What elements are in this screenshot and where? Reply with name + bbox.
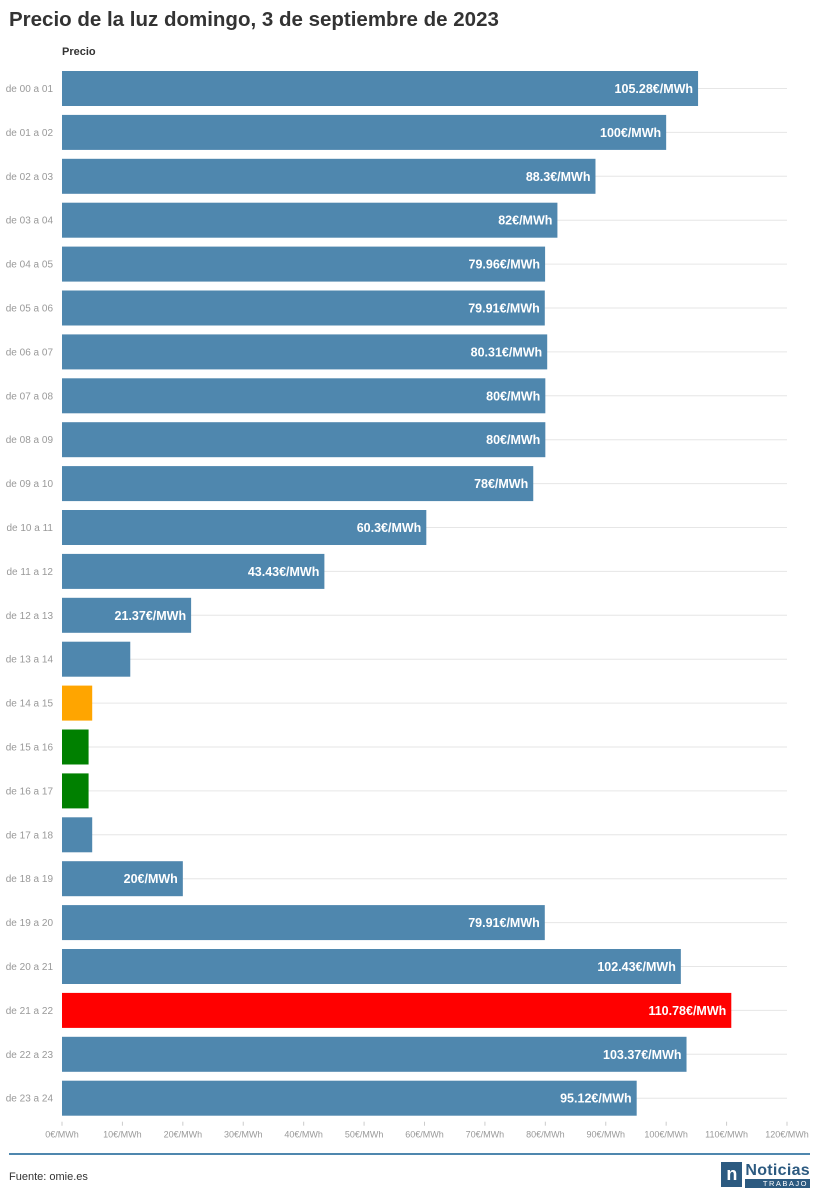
value-label: 80€/MWh	[486, 389, 540, 403]
series-label: Precio	[62, 46, 96, 58]
category-label: de 10 a 11	[6, 523, 53, 534]
x-tick-label: 0€/MWh	[45, 1130, 79, 1140]
value-label: 88.3€/MWh	[526, 170, 591, 184]
logo-mark-icon: n	[721, 1162, 743, 1187]
category-label: de 14 a 15	[6, 699, 54, 710]
price-bar-chart: 0€/MWh 10€/MWh 20€/MWh 30€/MWh 40€/MWh 50€/MW…	[6, 71, 809, 1140]
bar	[62, 729, 89, 765]
x-tick-label: 40€/MWh	[284, 1130, 323, 1140]
category-label: de 07 a 08	[6, 391, 54, 402]
bar	[62, 817, 93, 853]
category-label: de 04 a 05	[6, 260, 54, 271]
x-tick-label: 90€/MWh	[586, 1130, 625, 1140]
category-label: de 09 a 10	[6, 479, 54, 490]
source-note: Fuente: omie.es	[9, 1171, 88, 1183]
category-label: de 11 a 12	[6, 567, 53, 578]
x-tick-label: 30€/MWh	[224, 1130, 263, 1140]
category-label: de 19 a 20	[6, 918, 54, 929]
bar	[62, 246, 546, 282]
value-label: 80.31€/MWh	[471, 345, 543, 359]
value-label: 79.91€/MWh	[468, 916, 540, 930]
bar	[62, 71, 699, 106]
bar	[62, 202, 558, 238]
value-label: 110.78€/MWh	[648, 1004, 726, 1018]
bar	[62, 553, 325, 589]
x-tick-label: 20€/MWh	[164, 1130, 203, 1140]
bar	[62, 773, 89, 809]
category-label: de 17 a 18	[6, 830, 54, 841]
bar	[62, 905, 545, 941]
value-label: 79.96€/MWh	[469, 258, 541, 272]
x-tick-label: 10€/MWh	[103, 1130, 142, 1140]
bar	[62, 1036, 687, 1072]
value-label: 79.91€/MWh	[468, 302, 540, 316]
category-label: de 00 a 01	[6, 84, 54, 95]
value-label: 105.28€/MWh	[615, 82, 694, 96]
value-label: 60.3€/MWh	[357, 521, 422, 535]
category-label: de 06 a 07	[6, 347, 54, 358]
value-label: 100€/MWh	[600, 126, 661, 140]
value-label: 82€/MWh	[498, 214, 552, 228]
bar	[62, 114, 667, 150]
value-label: 103.37€/MWh	[603, 1048, 682, 1062]
bar	[62, 597, 192, 633]
category-label: de 01 a 02	[6, 128, 54, 139]
logo-name: Noticias	[745, 1162, 810, 1179]
value-label: 102.43€/MWh	[597, 960, 676, 974]
bar	[62, 334, 548, 370]
category-label: de 22 a 23	[6, 1050, 54, 1061]
bar	[62, 466, 534, 502]
category-label: de 20 a 21	[6, 962, 54, 973]
x-tick-label: 50€/MWh	[345, 1130, 384, 1140]
value-label: 78€/MWh	[474, 477, 528, 491]
category-label: de 02 a 03	[6, 172, 54, 183]
x-tick-label: 60€/MWh	[405, 1130, 444, 1140]
value-label: 20€/MWh	[124, 872, 178, 886]
x-tick-label: 100€/MWh	[644, 1130, 688, 1140]
footer-divider	[9, 1153, 810, 1155]
category-label: de 16 a 17	[6, 786, 54, 797]
value-label: 95.12€/MWh	[560, 1092, 632, 1106]
bar	[62, 949, 681, 984]
category-label: de 12 a 13	[6, 611, 54, 622]
bar	[62, 158, 596, 194]
bar	[62, 641, 131, 677]
bar	[62, 861, 183, 897]
bar	[62, 378, 546, 414]
value-label: 21.37€/MWh	[115, 609, 187, 623]
value-label: 43.43€/MWh	[248, 565, 320, 579]
bar	[62, 290, 545, 326]
category-label: de 13 a 14	[6, 655, 54, 666]
bar	[62, 992, 732, 1028]
bar	[62, 1080, 637, 1116]
chart-title: Precio de la luz domingo, 3 de septiembr…	[9, 8, 499, 31]
x-tick-label: 80€/MWh	[526, 1130, 565, 1140]
category-label: de 18 a 19	[6, 874, 54, 885]
bar	[62, 510, 427, 545]
bar	[62, 685, 93, 721]
category-label: de 15 a 16	[6, 743, 54, 754]
x-tick-label: 120€/MWh	[765, 1130, 809, 1140]
x-tick-label: 70€/MWh	[466, 1130, 505, 1140]
category-label: de 23 a 24	[6, 1094, 54, 1105]
value-label: 80€/MWh	[486, 433, 540, 447]
logo-subtitle: TRABAJO	[745, 1179, 810, 1188]
category-label: de 03 a 04	[6, 216, 54, 227]
category-label: de 05 a 06	[6, 304, 54, 315]
x-tick-label: 110€/MWh	[705, 1130, 748, 1140]
category-label: de 08 a 09	[6, 435, 54, 446]
noticias-trabajo-logo[interactable]: n Noticias TRABAJO	[721, 1162, 810, 1188]
category-label: de 21 a 22	[6, 1006, 54, 1017]
bar	[62, 422, 546, 458]
